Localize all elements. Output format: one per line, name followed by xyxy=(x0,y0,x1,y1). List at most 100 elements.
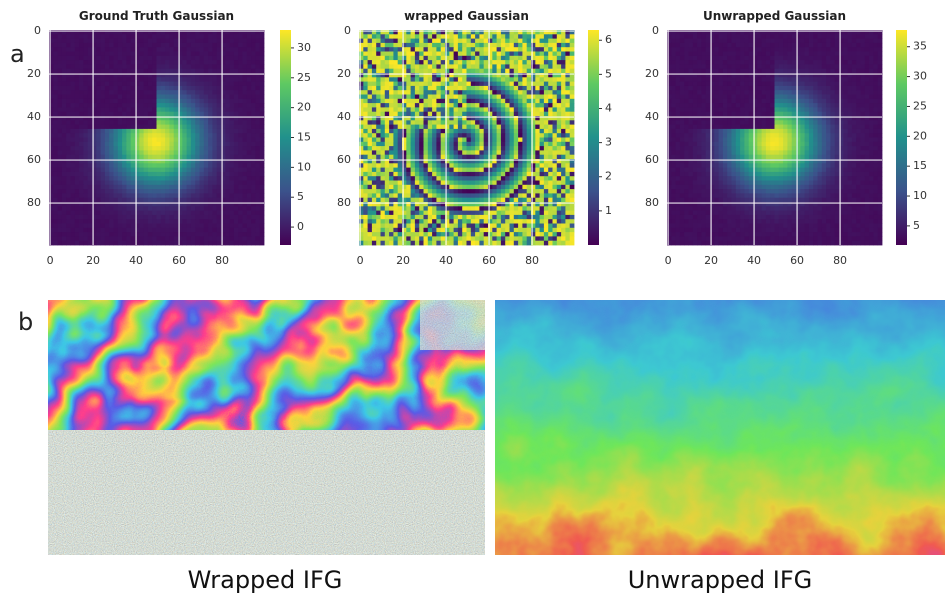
heatmap-cell xyxy=(114,133,119,138)
heatmap-cell xyxy=(398,155,403,160)
heatmap-cell xyxy=(398,163,403,168)
heatmap-cell xyxy=(230,155,235,160)
heatmap-cell xyxy=(79,185,84,190)
heatmap-cell xyxy=(553,86,558,91)
heatmap-cell xyxy=(238,155,243,160)
heatmap-cell xyxy=(148,34,153,39)
heatmap-cell xyxy=(157,129,162,134)
heatmap-cell xyxy=(191,176,196,181)
heatmap-cell xyxy=(238,241,243,246)
heatmap-cell xyxy=(510,77,515,82)
heatmap-cell xyxy=(88,176,93,181)
heatmap-cell xyxy=(372,224,377,229)
heatmap-cell xyxy=(454,142,459,147)
heatmap-cell xyxy=(557,34,562,39)
heatmap-cell xyxy=(372,138,377,143)
heatmap-cell xyxy=(187,125,192,130)
heatmap-cell xyxy=(398,142,403,147)
heatmap-cell xyxy=(363,60,368,65)
heatmap-cell xyxy=(58,215,63,220)
heatmap-cell xyxy=(225,34,230,39)
heatmap-cell xyxy=(212,189,217,194)
heatmap-cell xyxy=(75,138,80,143)
heatmap-cell xyxy=(204,52,209,57)
heatmap-cell xyxy=(118,211,123,216)
heatmap-cell xyxy=(484,172,489,177)
heatmap-cell xyxy=(441,90,446,95)
heatmap-cell xyxy=(131,129,136,134)
heatmap-cell xyxy=(479,163,484,168)
heatmap-cell xyxy=(234,215,239,220)
heatmap-cell xyxy=(376,112,381,117)
heatmap-cell xyxy=(553,215,558,220)
heatmap-cell xyxy=(187,224,192,229)
heatmap-cell xyxy=(247,138,252,143)
heatmap-cell xyxy=(381,181,386,186)
heatmap-cell xyxy=(230,103,235,108)
heatmap-cell xyxy=(376,125,381,130)
heatmap-cell xyxy=(126,215,131,220)
heatmap-cell xyxy=(157,120,162,125)
heatmap-cell xyxy=(428,138,433,143)
heatmap-cell xyxy=(389,64,394,69)
heatmap-cell xyxy=(565,150,570,155)
heatmap-cell xyxy=(208,168,213,173)
heatmap-cell xyxy=(114,236,119,241)
heatmap-cell xyxy=(398,77,403,82)
heatmap-cell xyxy=(570,133,575,138)
heatmap-cell xyxy=(109,236,114,241)
heatmap-cell xyxy=(372,163,377,168)
heatmap-cell xyxy=(389,215,394,220)
heatmap-cell xyxy=(234,112,239,117)
heatmap-cell xyxy=(182,155,187,160)
heatmap-cell xyxy=(381,95,386,100)
heatmap-cell xyxy=(152,56,157,61)
heatmap-cell xyxy=(243,163,248,168)
heatmap-cell xyxy=(62,232,67,237)
heatmap-cell xyxy=(114,232,119,237)
heatmap-cell xyxy=(88,138,93,143)
heatmap-cell xyxy=(225,228,230,233)
heatmap-cell xyxy=(251,34,256,39)
heatmap-cell xyxy=(492,138,497,143)
heatmap-cell xyxy=(208,138,213,143)
heatmap-cell xyxy=(195,47,200,52)
heatmap-cell xyxy=(96,56,101,61)
heatmap-cell xyxy=(96,138,101,143)
heatmap-cell xyxy=(161,133,166,138)
heatmap-cell xyxy=(436,60,441,65)
heatmap-cell xyxy=(208,34,213,39)
heatmap-cell xyxy=(79,99,84,104)
heatmap-cell xyxy=(53,129,58,134)
heatmap-cell xyxy=(225,236,230,241)
heatmap-cell xyxy=(114,142,119,147)
heatmap-cell xyxy=(419,120,424,125)
heatmap-cell xyxy=(131,60,136,65)
heatmap-cell xyxy=(200,86,205,91)
heatmap-cell xyxy=(505,34,510,39)
heatmap-cell xyxy=(479,193,484,198)
heatmap-cell xyxy=(212,142,217,147)
heatmap-cell xyxy=(66,43,71,48)
heatmap-cell xyxy=(393,125,398,130)
heatmap-cell xyxy=(540,189,545,194)
heatmap-cell xyxy=(497,198,502,203)
heatmap-cell xyxy=(204,193,209,198)
heatmap-cell xyxy=(148,103,153,108)
heatmap-cell xyxy=(187,107,192,112)
heatmap-cell xyxy=(518,77,523,82)
heatmap-cell xyxy=(471,232,476,237)
heatmap-cell xyxy=(527,181,532,186)
heatmap-cell xyxy=(187,43,192,48)
heatmap-cell xyxy=(376,224,381,229)
heatmap-cell xyxy=(105,219,110,224)
heatmap-cell xyxy=(212,39,217,44)
heatmap-cell xyxy=(62,86,67,91)
heatmap-cell xyxy=(204,181,209,186)
heatmap-cell xyxy=(58,103,63,108)
heatmap-cell xyxy=(557,77,562,82)
heatmap-cell xyxy=(62,69,67,74)
heatmap-cell xyxy=(251,189,256,194)
heatmap-cell xyxy=(458,181,463,186)
heatmap-cell xyxy=(96,60,101,65)
